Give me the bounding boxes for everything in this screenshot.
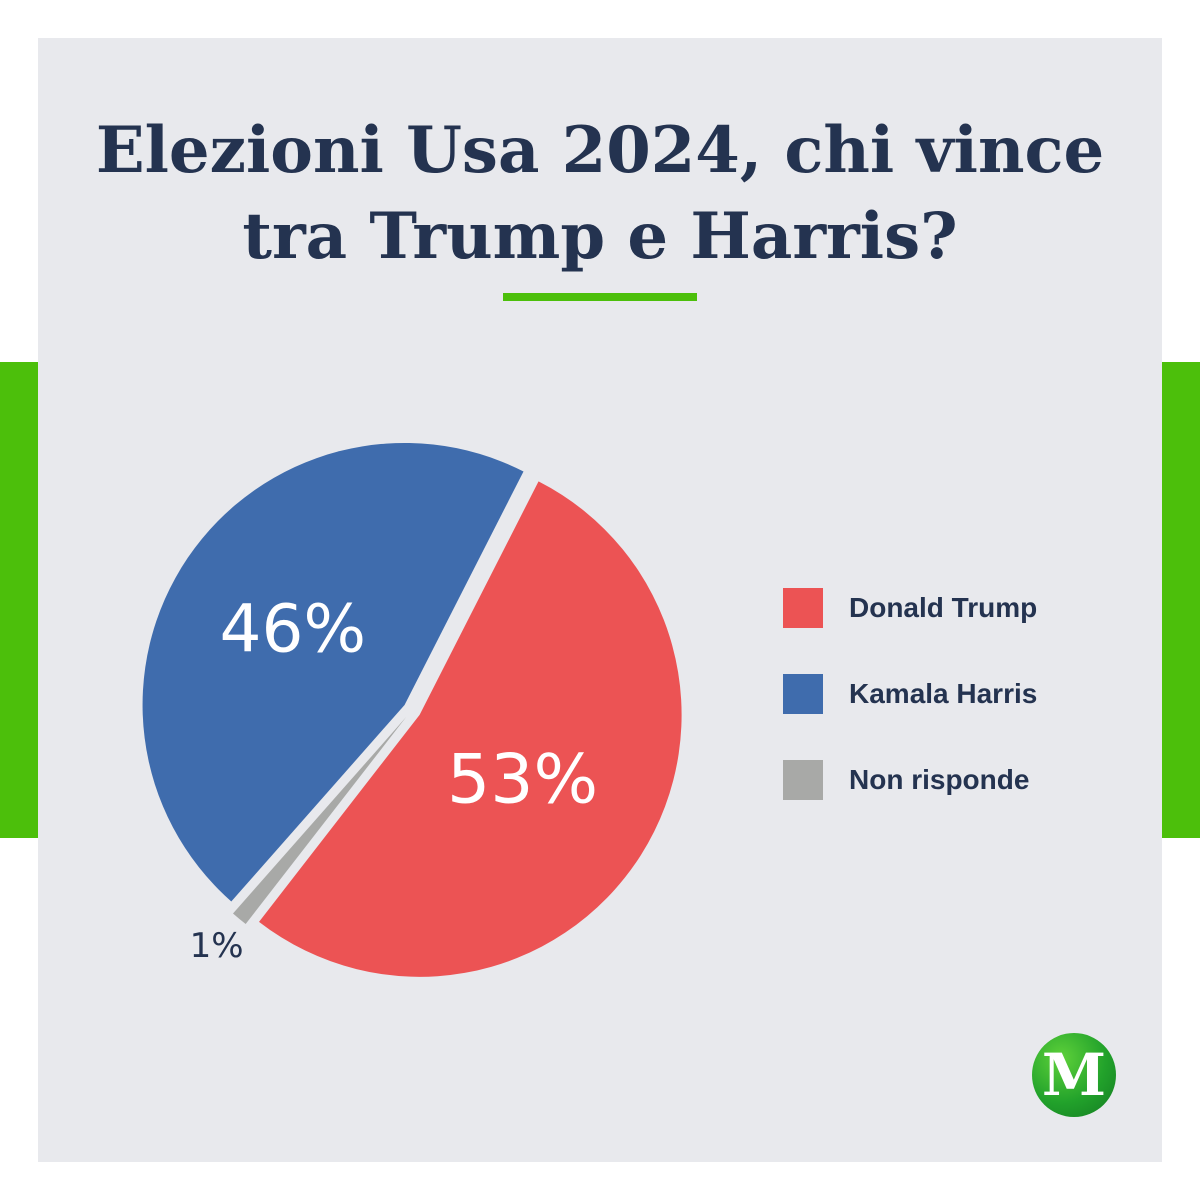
slice-label-donald-trump: 53% [447, 741, 598, 820]
left-accent-bar [0, 362, 40, 838]
legend-label-donald-trump: Donald Trump [849, 592, 1038, 623]
legend-swatch-non-risponde [783, 760, 823, 800]
legend-label-kamala-harris: Kamala Harris [849, 678, 1038, 709]
logo-letter: M [1041, 1041, 1107, 1109]
title-underline [503, 293, 697, 301]
legend-label-non-risponde: Non risponde [849, 764, 1030, 795]
pie-slice-donald-trump [259, 481, 682, 977]
slice-label-kamala-harris: 46% [219, 591, 366, 668]
chart-panel: Elezioni Usa 2024, chi vince tra Trump e… [38, 38, 1162, 1162]
pie-chart: 53% 1% 46% [142, 442, 682, 977]
brand-logo-icon: M [1032, 1033, 1116, 1117]
legend-swatch-kamala-harris [783, 674, 823, 714]
pie-slice-non-risponde [232, 716, 407, 924]
right-accent-bar [1160, 362, 1200, 838]
slice-label-non-risponde: 1% [190, 926, 244, 966]
chart-title: Elezioni Usa 2024, chi vince tra Trump e… [95, 113, 1105, 274]
legend-swatch-donald-trump [783, 588, 823, 628]
pie-slice-kamala-harris [142, 442, 524, 902]
